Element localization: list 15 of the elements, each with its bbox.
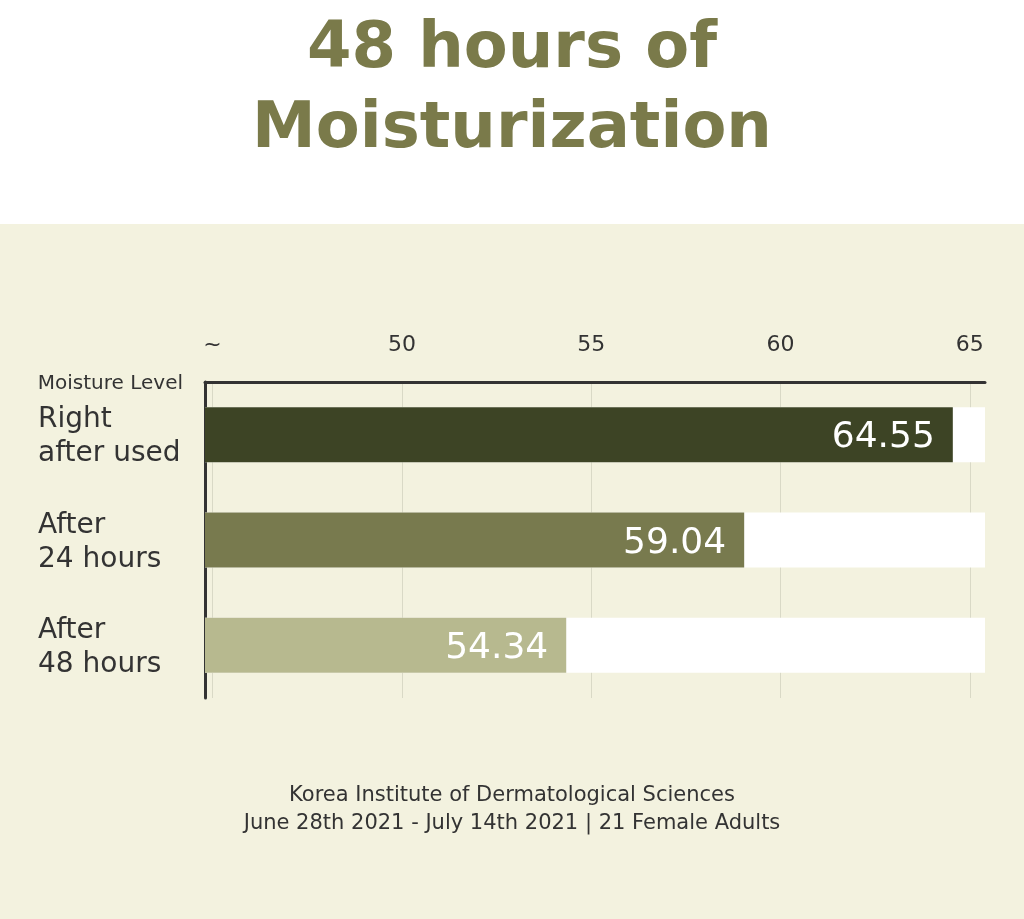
chart-title: 48 hours of Moisturization (252, 8, 772, 162)
y-tick-label: After 48 hours (38, 611, 162, 679)
data-label: 64.55 (831, 414, 935, 456)
y-tick-label: After 24 hours (38, 506, 162, 574)
x-tick-label: 60 (766, 330, 795, 356)
text: Korea Institute of Dermatological Sciences (289, 781, 735, 806)
x-tick-label: 65 (955, 330, 984, 356)
data-label: 54.34 (445, 624, 549, 666)
text: June 28th 2021 - July 14th 2021 | 21 Female Adults (241, 809, 781, 835)
data-label: 59.04 (623, 519, 727, 561)
x-tick-label: 50 (387, 330, 416, 356)
x-tick-label: ~ (203, 330, 222, 356)
x-tick-label: 55 (577, 330, 606, 356)
x-axis-title: Moisture Level (37, 370, 183, 394)
y-tick-label: Right after used (38, 401, 181, 469)
